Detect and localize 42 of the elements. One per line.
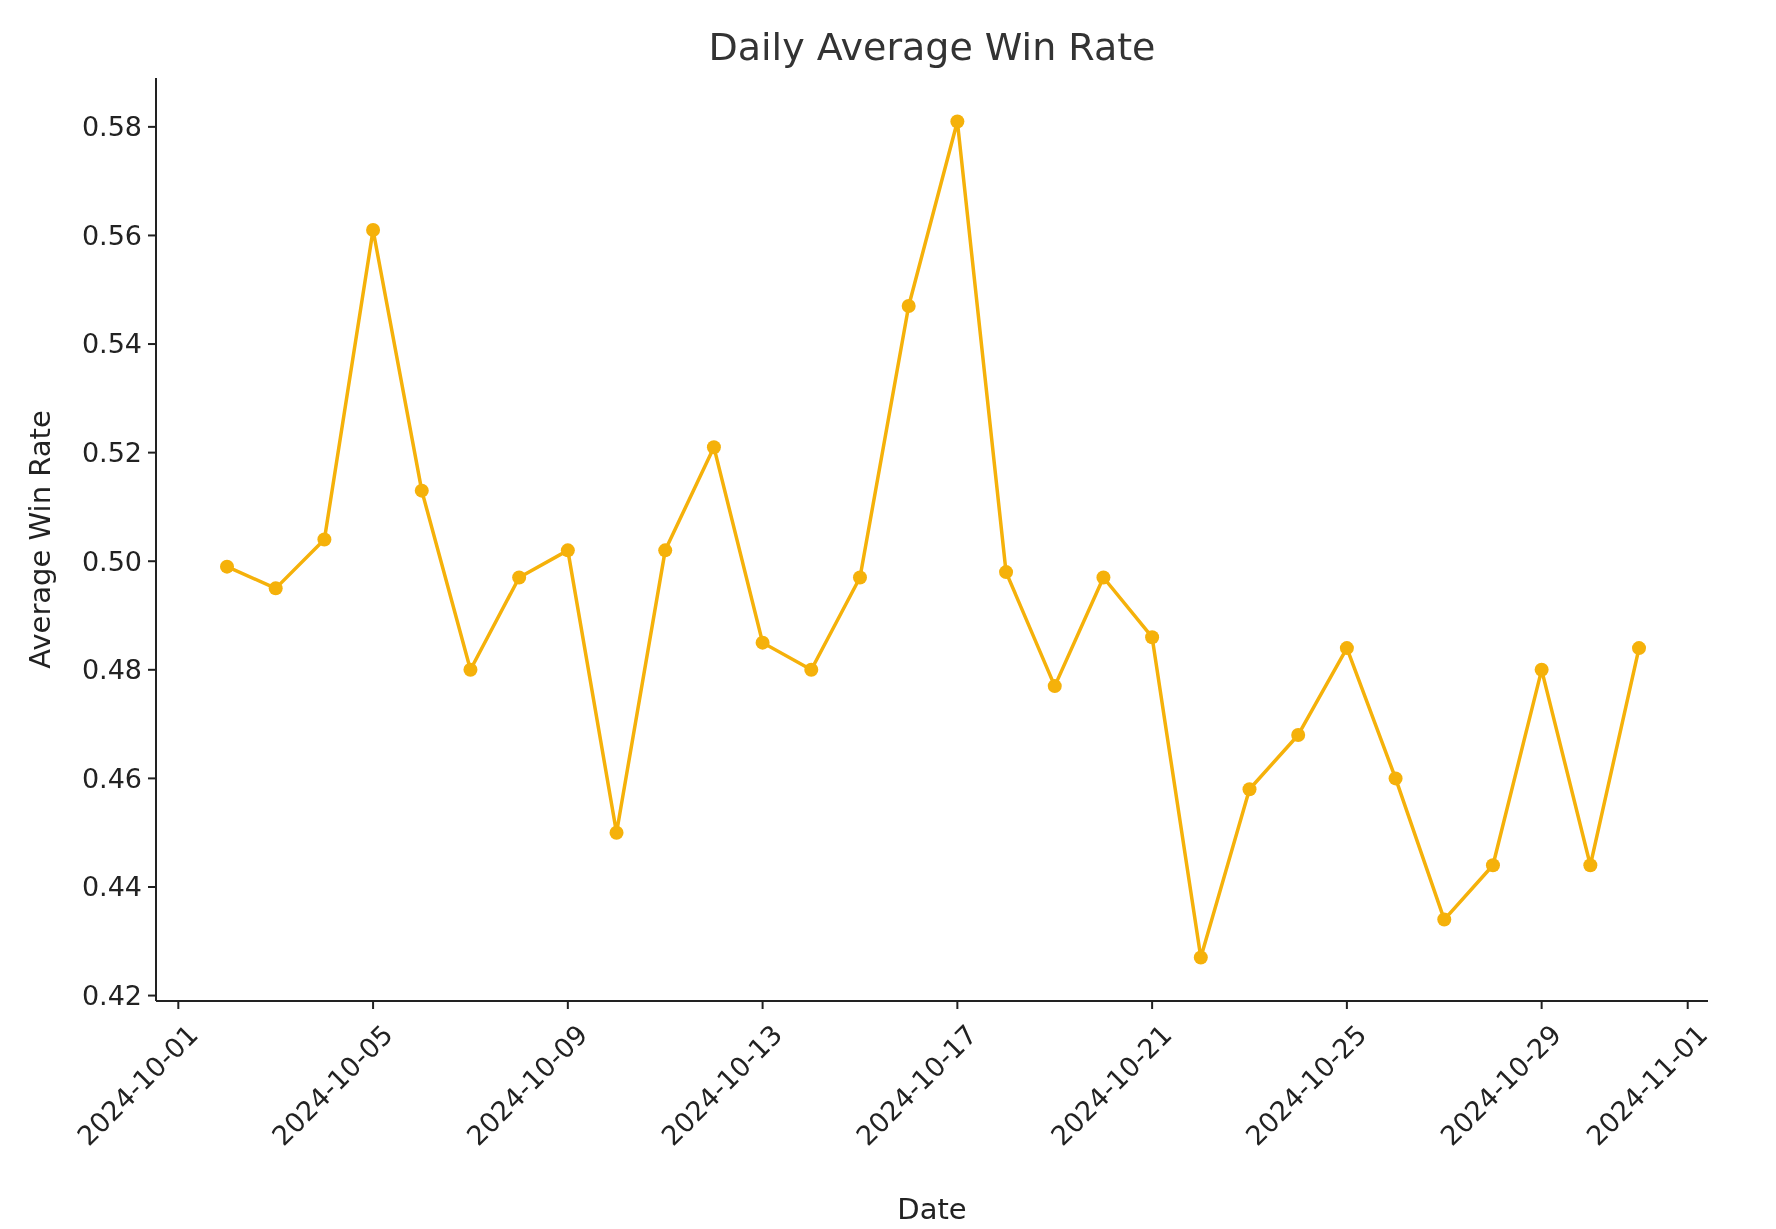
point bbox=[512, 570, 527, 585]
point bbox=[1193, 950, 1208, 965]
y-tick-label: 0.56 bbox=[81, 219, 142, 251]
point bbox=[366, 223, 381, 238]
point bbox=[1291, 727, 1306, 742]
point bbox=[901, 299, 916, 314]
y-tick-label: 0.50 bbox=[81, 545, 142, 577]
point bbox=[1485, 858, 1500, 873]
y-tick-label: 0.44 bbox=[81, 871, 142, 903]
x-axis-title: Date bbox=[897, 1192, 967, 1226]
point bbox=[268, 581, 283, 596]
point bbox=[1632, 641, 1647, 656]
y-tick-label: 0.52 bbox=[81, 437, 142, 469]
point bbox=[1339, 641, 1354, 656]
point bbox=[706, 440, 721, 455]
y-tick-label: 0.46 bbox=[81, 762, 142, 794]
point bbox=[950, 114, 965, 129]
point bbox=[1583, 858, 1598, 873]
y-tick-label: 0.48 bbox=[81, 654, 142, 686]
point bbox=[463, 662, 478, 677]
point bbox=[658, 543, 673, 558]
point bbox=[1096, 570, 1111, 585]
point bbox=[1534, 662, 1549, 677]
point bbox=[1145, 630, 1160, 645]
point bbox=[1437, 912, 1452, 927]
y-tick-label: 0.42 bbox=[81, 980, 142, 1012]
y-tick-label: 0.58 bbox=[81, 111, 142, 143]
point bbox=[1388, 771, 1403, 786]
y-axis-title: Average Win Rate bbox=[23, 410, 57, 669]
point bbox=[852, 570, 867, 585]
point bbox=[220, 559, 235, 574]
point bbox=[317, 532, 332, 547]
chart-title: Daily Average Win Rate bbox=[708, 25, 1156, 69]
y-tick-label: 0.54 bbox=[81, 328, 142, 360]
point bbox=[560, 543, 575, 558]
point bbox=[999, 565, 1014, 580]
point bbox=[1047, 679, 1062, 694]
point bbox=[804, 662, 819, 677]
point bbox=[414, 483, 429, 498]
point bbox=[1242, 782, 1257, 797]
point bbox=[609, 825, 624, 840]
point bbox=[755, 635, 770, 650]
